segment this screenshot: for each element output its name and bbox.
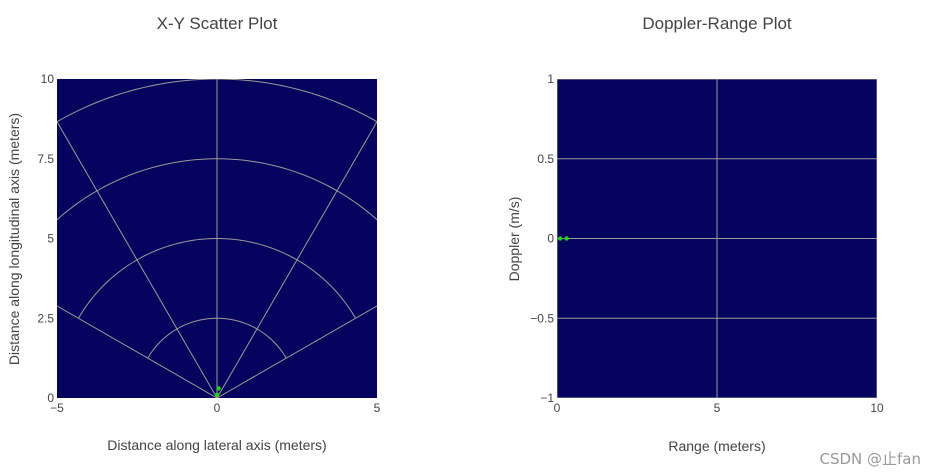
data-point [558,236,563,241]
x-tick-label: 0 [554,401,561,415]
x-tick-label: −5 [50,401,64,415]
x-tick-label: 5 [714,401,721,415]
y-tick-label: 0 [47,391,54,405]
x-tick-label: 10 [870,401,884,415]
y-tick-label: −0.5 [530,311,554,325]
x-tick-labels: 0 5 10 [554,401,884,415]
x-tick-label: 0 [214,401,221,415]
y-tick-label: 0 [547,232,554,246]
x-axis-label: Range (meters) [668,438,765,454]
y-tick-labels: 0 2.5 5 7.5 10 [37,72,54,405]
xy-scatter-chart: X-Y Scatter Plot −5 0 5 02.557.510 Distanc… [6,14,381,453]
polar-grid [57,79,377,398]
data-points [558,236,569,241]
y-tick-label: −1 [540,391,554,405]
angle-line [57,121,218,398]
y-tick-label: 2.5 [37,311,54,325]
doppler-range-chart: Doppler-Range Plot 0 5 10 −1 −0.5 0 0.5 1 Rang… [506,14,884,454]
data-point [564,236,569,241]
y-axis-label: Distance along longitudinal axis (meters… [6,113,22,365]
data-point [214,392,220,398]
y-tick-label: 5 [47,232,54,246]
y-tick-label: 1 [547,72,554,86]
angle-line [216,121,377,398]
y-tick-label: 7.5 [37,152,54,166]
x-axis-label: Distance along lateral axis (meters) [107,437,326,453]
chart-title: Doppler-Range Plot [642,14,792,33]
grid [557,79,877,398]
chart-title: X-Y Scatter Plot [157,14,278,33]
y-tick-label: 0.5 [537,152,554,166]
data-points [214,386,221,398]
data-point [216,386,221,391]
y-tick-label: 10 [41,72,55,86]
y-tick-labels: −1 −0.5 0 0.5 1 [530,72,554,405]
angle-line [216,305,377,398]
watermark: CSDN @止fan [819,450,921,468]
x-tick-labels: −5 0 5 [50,401,381,415]
y-axis-label: Doppler (m/s) [506,197,522,282]
angle-line [57,305,218,398]
x-tick-label: 5 [374,401,381,415]
